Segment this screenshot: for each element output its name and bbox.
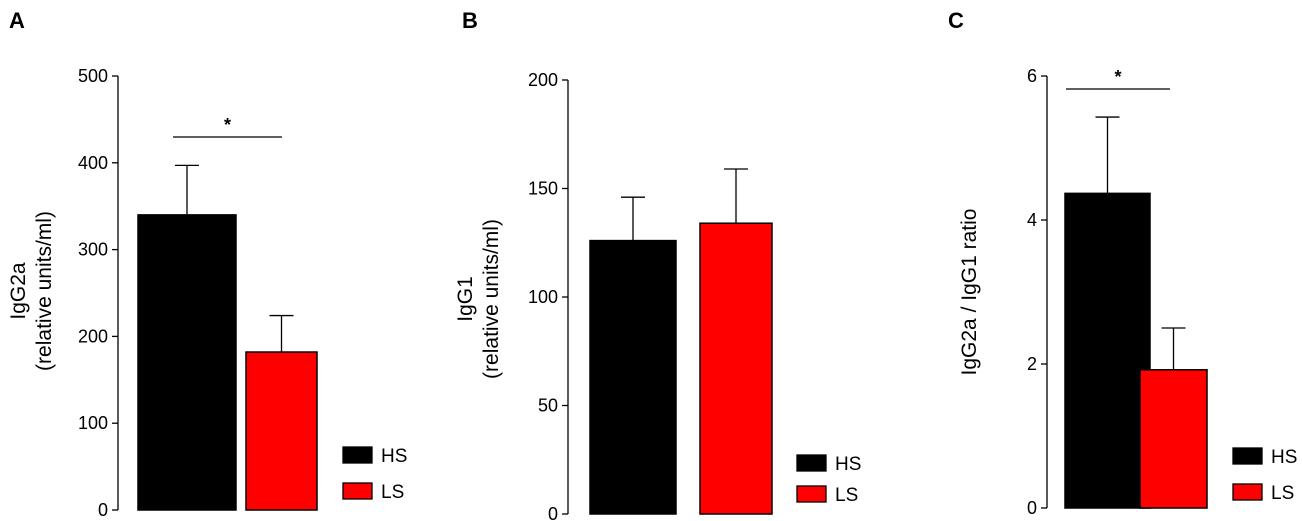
legend-label-hs: HS <box>1271 447 1297 468</box>
bar-hs <box>1064 192 1151 509</box>
bar-ls <box>1139 369 1208 509</box>
legend-swatch-ls <box>796 485 827 503</box>
legend-swatch-ls <box>342 482 373 500</box>
y-tick-label: 100 <box>78 413 108 433</box>
y-tick-label: 4 <box>1027 210 1037 230</box>
y-tick-label: 6 <box>1027 66 1037 86</box>
y-axis-label: IgG2a (relative units/ml) <box>7 211 56 371</box>
y-tick-label: 0 <box>98 500 108 520</box>
legend: HS LS <box>1232 447 1297 504</box>
y-axis-label-line: (relative units/ml) <box>480 219 503 379</box>
y-tick-label: 200 <box>78 326 108 346</box>
y-axis-label: IgG2a / IgG1 ratio <box>958 209 981 376</box>
legend-swatch-hs <box>342 446 373 464</box>
y-axis-label-line: IgG1 <box>454 276 477 322</box>
y-tick-label: 150 <box>528 179 558 199</box>
legend-swatch-hs <box>796 454 827 472</box>
panel-C: C 0 2 4 6 IgG2a / IgG1 ratio * HS LS <box>948 8 1297 518</box>
y-tick-label: 200 <box>528 70 558 90</box>
y-tick-label: 0 <box>548 504 558 521</box>
panel-letter: C <box>948 8 964 33</box>
y-tick-label: 100 <box>528 287 558 307</box>
y-tick-label: 0 <box>1027 498 1037 518</box>
bar-ls <box>699 222 773 515</box>
y-axis-label-line: (relative units/ml) <box>33 211 56 371</box>
y-tick-label: 500 <box>78 66 108 86</box>
y-axis-label: IgG1 (relative units/ml) <box>454 219 503 379</box>
y-axis-label-line: IgG2a <box>7 262 30 320</box>
panel-A: A 0 100 200 300 400 500 IgG2a (relative units/ml… <box>7 8 407 520</box>
y-tick-label: 300 <box>78 240 108 260</box>
bar-ls <box>245 351 318 511</box>
y-tick-label: 400 <box>78 153 108 173</box>
legend-label-hs: HS <box>835 454 861 475</box>
panel-B: B 0 50 100 150 200 IgG1 (relative units/ml) HS LS <box>454 8 861 521</box>
legend-swatch-hs <box>1232 447 1263 465</box>
y-tick-label: 2 <box>1027 354 1037 374</box>
bar-hs <box>137 214 237 511</box>
significance-marker: * <box>1114 67 1121 87</box>
significance-marker: * <box>224 115 231 135</box>
panel-letter: B <box>462 8 478 33</box>
legend-label-ls: LS <box>381 482 404 503</box>
bar-hs <box>589 239 677 515</box>
y-tick-label: 50 <box>538 396 558 416</box>
legend-label-ls: LS <box>1271 483 1294 504</box>
legend: HS LS <box>796 454 861 506</box>
legend-swatch-ls <box>1232 483 1263 501</box>
legend: HS LS <box>342 446 407 503</box>
panel-letter: A <box>9 8 25 33</box>
y-axis-label-line: IgG2a / IgG1 ratio <box>958 209 981 376</box>
legend-label-ls: LS <box>835 485 858 506</box>
legend-label-hs: HS <box>381 446 407 467</box>
